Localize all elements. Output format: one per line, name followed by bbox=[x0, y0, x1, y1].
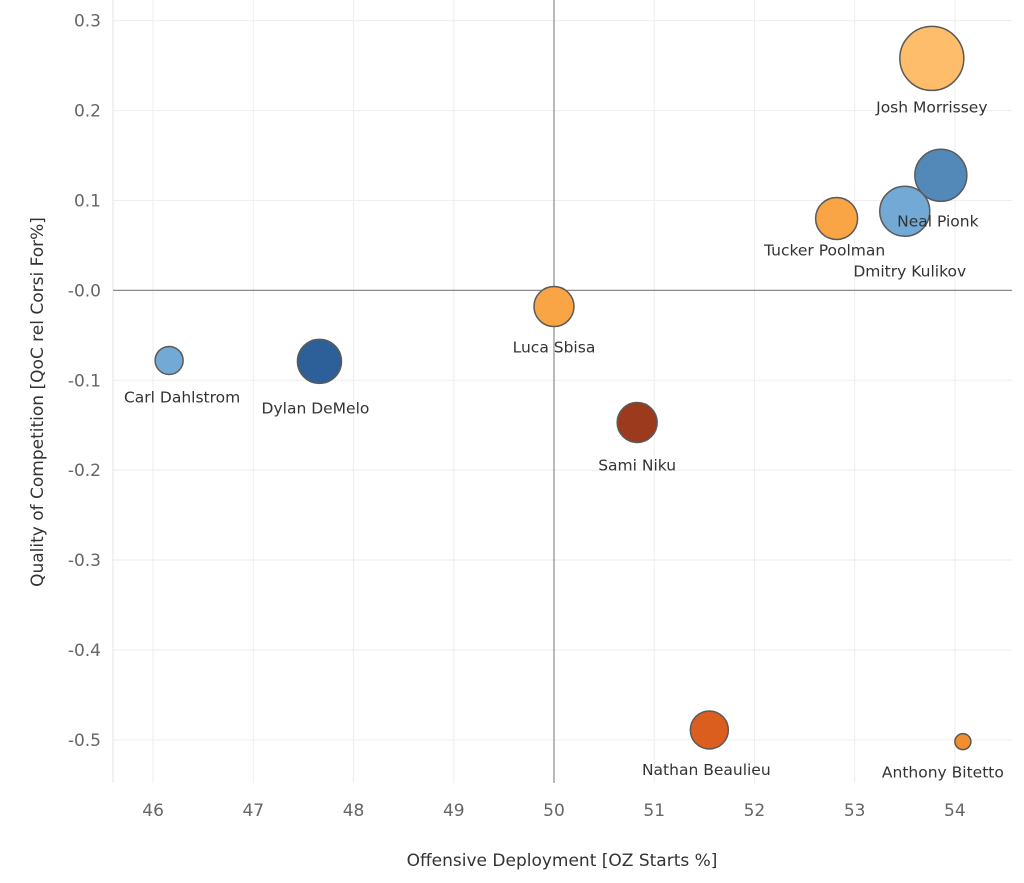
x-tick-label: 52 bbox=[744, 801, 766, 821]
data-point bbox=[616, 401, 658, 444]
data-point bbox=[914, 148, 968, 203]
y-tick-label: -0.0 bbox=[68, 281, 101, 301]
x-tick-label: 46 bbox=[142, 801, 164, 821]
y-tick-label: -0.3 bbox=[68, 551, 101, 571]
data-point bbox=[879, 185, 931, 238]
y-tick-label: -0.5 bbox=[68, 731, 101, 751]
data-point bbox=[154, 345, 184, 376]
point-label: Anthony Bitetto bbox=[882, 764, 1004, 782]
point-label: Neal Pionk bbox=[897, 212, 978, 230]
point-labels: Josh Morrissey Neal Pionk Dmitry Kulikov Tu… bbox=[124, 98, 1004, 781]
x-tick-label: 51 bbox=[643, 801, 665, 821]
point-label: Tucker Poolman bbox=[763, 241, 885, 259]
y-tick-label: 0.2 bbox=[74, 102, 101, 122]
y-tick-label: -0.2 bbox=[68, 461, 101, 481]
point-label: Josh Morrissey bbox=[875, 98, 987, 116]
y-tick-label: 0.3 bbox=[74, 12, 101, 32]
y-tick-label: -0.1 bbox=[68, 371, 101, 391]
point-label: Dmitry Kulikov bbox=[853, 262, 966, 280]
tick-labels: 46 47 48 49 50 51 52 53 54 0.3 0.2 0.1 -0.0 -0.1 -0.2 -… bbox=[68, 12, 966, 821]
data-point bbox=[899, 25, 965, 92]
x-tick-label: 47 bbox=[242, 801, 264, 821]
point-label: Luca Sbisa bbox=[513, 339, 596, 357]
y-tick-label: -0.4 bbox=[68, 641, 101, 661]
x-tick-label: 48 bbox=[343, 801, 365, 821]
point-label: Dylan DeMelo bbox=[262, 399, 370, 417]
x-tick-label: 54 bbox=[944, 801, 966, 821]
data-point bbox=[533, 285, 575, 328]
x-tick-label: 53 bbox=[844, 801, 866, 821]
point-label: Carl Dahlstrom bbox=[124, 388, 240, 406]
data-point bbox=[296, 338, 343, 385]
x-tick-label: 49 bbox=[443, 801, 465, 821]
y-axis-label: Quality of Competition [QoC rel Corsi Fo… bbox=[28, 217, 48, 587]
points bbox=[154, 25, 972, 751]
point-label: Sami Niku bbox=[598, 457, 676, 475]
data-point bbox=[954, 732, 972, 751]
y-tick-label: 0.1 bbox=[74, 191, 101, 211]
reference-lines bbox=[113, 0, 1012, 783]
point-label: Nathan Beaulieu bbox=[642, 761, 771, 779]
grid bbox=[112, 0, 1012, 783]
x-tick-label: 50 bbox=[543, 801, 565, 821]
data-point bbox=[814, 196, 859, 241]
x-axis-label: Offensive Deployment [OZ Starts %] bbox=[407, 851, 718, 871]
data-point bbox=[689, 710, 730, 750]
